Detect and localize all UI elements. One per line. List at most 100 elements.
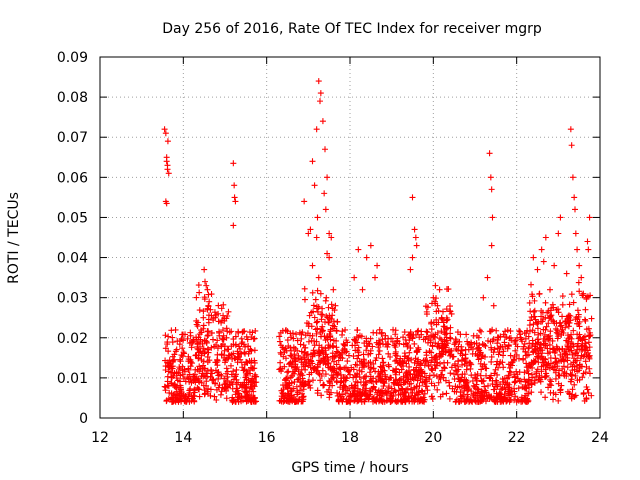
data-point <box>514 371 521 378</box>
data-point <box>308 369 315 376</box>
data-point <box>354 398 361 405</box>
data-point <box>196 379 203 386</box>
data-point <box>567 361 574 368</box>
data-point <box>385 341 392 348</box>
data-point <box>310 365 317 372</box>
data-point <box>511 353 518 360</box>
data-point <box>366 391 373 398</box>
data-point <box>542 394 549 401</box>
data-point <box>284 369 291 376</box>
data-point <box>569 341 576 348</box>
data-point <box>557 387 564 394</box>
data-point <box>407 345 414 352</box>
data-point <box>380 383 387 390</box>
data-point <box>206 298 213 305</box>
data-point <box>354 362 361 369</box>
data-point <box>359 286 366 293</box>
data-point <box>318 333 325 340</box>
data-point <box>581 316 588 323</box>
data-point <box>481 361 488 368</box>
data-point <box>179 345 186 352</box>
data-point <box>429 342 436 349</box>
data-point <box>423 308 430 315</box>
data-point <box>482 343 489 349</box>
data-point <box>325 319 332 326</box>
data-point <box>582 358 589 365</box>
data-point <box>553 306 560 313</box>
data-point <box>392 371 399 378</box>
data-point <box>189 360 196 367</box>
data-point <box>313 319 320 326</box>
plot-frame <box>99 56 601 419</box>
data-point <box>525 370 532 377</box>
data-point <box>483 372 490 379</box>
data-point <box>232 198 239 205</box>
data-point <box>450 353 457 360</box>
data-point <box>246 388 253 395</box>
data-point <box>251 357 258 364</box>
data-point <box>497 358 504 365</box>
data-point <box>387 390 394 397</box>
data-point <box>314 287 321 294</box>
data-point <box>220 312 227 319</box>
data-point <box>211 343 218 350</box>
data-point <box>426 348 433 355</box>
data-point <box>164 373 171 380</box>
data-point <box>317 98 323 105</box>
data-point <box>508 387 515 394</box>
data-point <box>309 377 316 384</box>
data-point <box>291 355 298 362</box>
data-point <box>476 351 483 358</box>
data-point <box>327 365 334 372</box>
data-point <box>454 371 461 378</box>
data-point <box>196 349 203 356</box>
data-point <box>555 306 562 313</box>
y-tick-label: 0 <box>79 411 88 427</box>
data-point <box>361 398 368 405</box>
data-points <box>161 78 595 405</box>
data-point <box>423 328 430 335</box>
data-point <box>221 359 228 366</box>
data-point <box>231 182 238 189</box>
data-point <box>220 336 227 343</box>
data-point <box>316 371 323 378</box>
data-point <box>204 388 211 395</box>
data-point <box>553 329 560 336</box>
data-point <box>489 214 496 221</box>
data-point <box>397 355 404 362</box>
x-tick-label: 14 <box>174 430 192 446</box>
data-point <box>210 336 217 343</box>
data-point <box>244 370 251 377</box>
data-point <box>423 383 430 390</box>
data-point <box>298 359 305 366</box>
data-point <box>340 374 347 381</box>
data-point <box>468 361 475 368</box>
data-point <box>494 340 501 347</box>
data-point <box>521 385 528 392</box>
data-point <box>407 266 414 273</box>
data-point <box>319 367 326 374</box>
data-point <box>335 357 342 364</box>
data-point <box>307 226 314 233</box>
data-point <box>196 289 203 296</box>
data-point <box>572 392 579 399</box>
data-point <box>317 290 324 297</box>
data-point <box>555 230 562 237</box>
data-point <box>519 384 526 391</box>
data-point <box>313 234 320 241</box>
data-point <box>179 363 186 370</box>
data-point <box>491 346 498 353</box>
data-point <box>219 341 226 348</box>
data-point <box>363 393 370 400</box>
data-point <box>468 339 475 346</box>
data-point <box>529 291 536 298</box>
data-point <box>357 392 364 399</box>
data-point <box>495 392 502 399</box>
data-point <box>230 368 237 375</box>
data-point <box>187 358 194 365</box>
data-point <box>565 314 572 321</box>
data-point <box>568 142 575 149</box>
data-point <box>294 391 301 398</box>
data-point <box>163 154 170 161</box>
data-point <box>372 378 379 385</box>
